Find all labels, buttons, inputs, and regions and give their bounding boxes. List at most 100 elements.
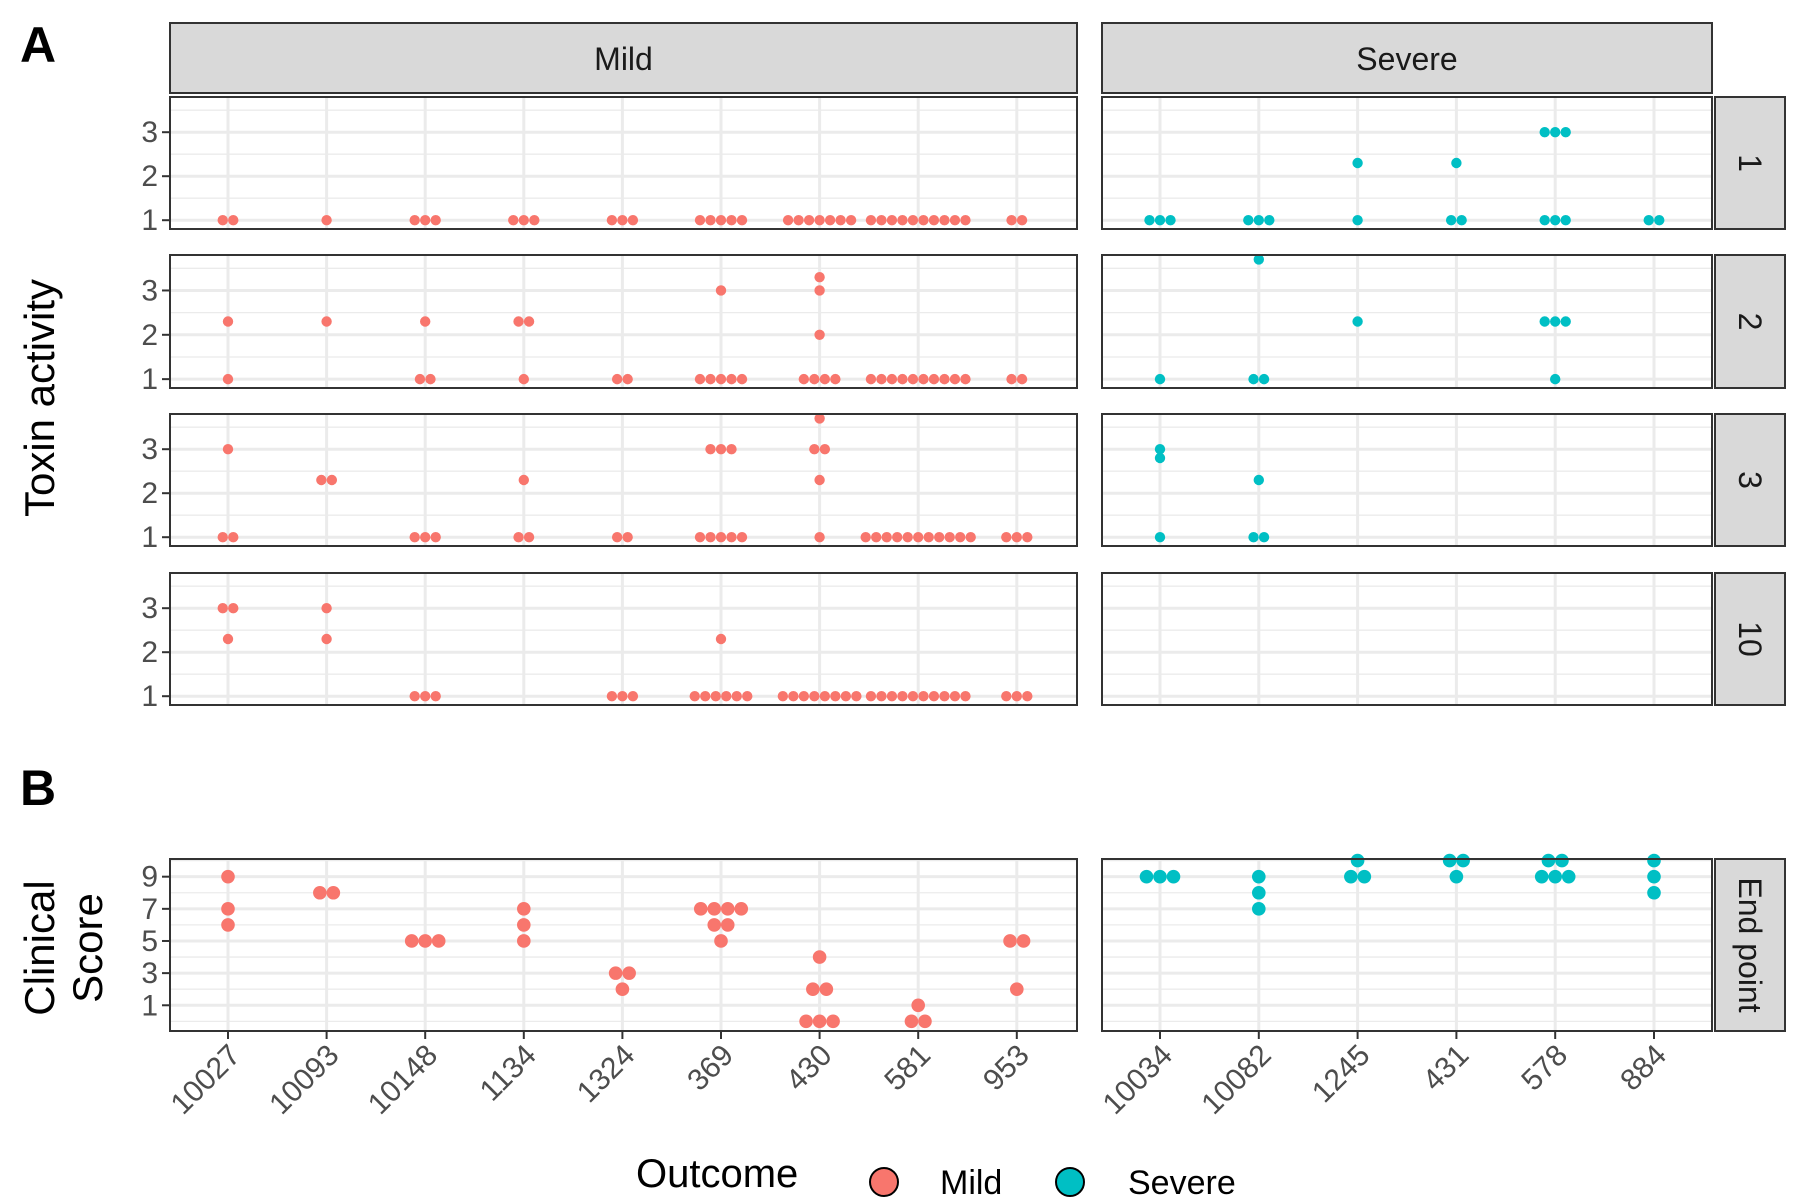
point-mild-581 (939, 373, 950, 385)
point-mild-430 (812, 1014, 827, 1029)
point-mild-581 (907, 215, 919, 226)
panel-border-a-2-mild (169, 254, 1078, 389)
point-mild-430 (814, 413, 825, 424)
point-severe-10034 (1154, 215, 1166, 226)
point-mild-369 (710, 691, 721, 702)
point-severe-431 (1456, 215, 1467, 226)
point-mild-1134 (529, 215, 540, 226)
point-mild-430 (819, 373, 831, 385)
point-mild-10027 (217, 532, 228, 543)
point-severe-10034 (1165, 215, 1176, 226)
point-mild-369 (736, 373, 748, 385)
point-mild-10148 (425, 373, 436, 385)
point-mild-369 (694, 215, 706, 226)
point-mild-430 (830, 373, 841, 385)
y-tick-label-b-mild: 3 (141, 957, 158, 990)
point-mild-10148 (430, 691, 441, 702)
point-mild-369 (715, 633, 727, 645)
point-mild-1324 (611, 373, 623, 385)
panel-bg-b-severe (1102, 859, 1712, 1031)
point-mild-10027 (217, 215, 228, 226)
point-mild-369 (736, 215, 748, 226)
point-mild-10093 (326, 885, 341, 900)
point-mild-581 (939, 691, 950, 702)
point-mild-953 (1011, 532, 1022, 543)
point-mild-369 (736, 532, 748, 543)
point-mild-430 (814, 215, 825, 226)
legend-key-severe (1055, 1167, 1085, 1197)
point-mild-953 (1003, 934, 1017, 948)
point-severe-10034 (1144, 215, 1155, 226)
point-mild-10027 (217, 603, 228, 614)
point-severe-884 (1647, 885, 1661, 900)
point-mild-369 (707, 918, 722, 932)
point-mild-581 (902, 532, 913, 543)
point-mild-430 (845, 215, 857, 226)
point-mild-369 (689, 691, 700, 702)
point-severe-1245 (1357, 869, 1372, 884)
point-mild-953 (1016, 373, 1028, 385)
point-severe-431 (1445, 215, 1457, 226)
point-mild-430 (799, 1014, 813, 1029)
point-mild-430 (777, 691, 789, 702)
point-severe-10034 (1154, 444, 1166, 455)
point-mild-1134 (518, 474, 529, 486)
point-mild-369 (694, 532, 706, 543)
panel-border-a-2-severe (1101, 254, 1713, 389)
panel-b-severe (1101, 853, 1713, 1032)
point-mild-581 (949, 691, 961, 702)
point-mild-430 (798, 691, 810, 702)
clinical-score-axis-title-line1: Clinical (16, 880, 63, 1015)
column-strip-mild (169, 22, 1078, 94)
x-tick-label-884: 884 (1614, 1039, 1673, 1098)
point-mild-10148 (430, 215, 441, 226)
point-mild-953 (1010, 982, 1024, 997)
point-mild-430 (812, 950, 827, 964)
point-mild-953 (1022, 532, 1033, 543)
row-strip-3 (1714, 413, 1786, 547)
y-tick-label-a-2-mild: 2 (141, 319, 158, 352)
panel-a-tag: A (20, 17, 56, 73)
point-mild-10148 (404, 934, 419, 948)
point-mild-10027 (221, 902, 235, 916)
point-mild-581 (907, 373, 919, 385)
point-mild-10148 (430, 532, 441, 543)
y-tick-label-a-1-mild: 1 (141, 204, 158, 237)
point-mild-430 (840, 691, 852, 702)
point-mild-369 (705, 444, 716, 455)
point-mild-10093 (313, 885, 327, 900)
panel-a-2-severe (1101, 254, 1713, 389)
point-mild-953 (1006, 215, 1017, 226)
point-mild-369 (715, 532, 727, 543)
clinical-score-axis-title-line2: Score (64, 893, 111, 1003)
point-mild-581 (928, 691, 940, 702)
point-mild-1134 (518, 215, 529, 226)
point-mild-581 (955, 532, 966, 543)
point-severe-578 (1534, 869, 1549, 884)
point-mild-369 (700, 691, 711, 702)
point-mild-581 (949, 373, 961, 385)
point-mild-369 (720, 918, 735, 932)
point-mild-369 (726, 215, 737, 226)
point-mild-10093 (326, 474, 338, 486)
point-severe-10034 (1154, 373, 1166, 385)
point-severe-10034 (1139, 869, 1154, 884)
y-tick-label-a-3-mild: 1 (141, 521, 158, 554)
x-tick-label-1245: 1245 (1306, 1039, 1377, 1110)
point-mild-10148 (420, 316, 431, 327)
point-severe-578 (1548, 869, 1562, 884)
point-mild-1324 (622, 373, 633, 385)
x-tick-label-369: 369 (681, 1039, 740, 1098)
point-mild-430 (819, 444, 831, 455)
point-mild-1134 (513, 532, 524, 543)
x-tick-label-581: 581 (878, 1039, 937, 1098)
point-mild-581 (928, 373, 940, 385)
point-severe-884 (1647, 869, 1661, 884)
point-mild-953 (1022, 691, 1033, 702)
point-mild-581 (907, 691, 919, 702)
y-tick-label-a-10-mild: 1 (141, 680, 158, 713)
point-mild-10148 (431, 934, 446, 948)
point-severe-578 (1555, 853, 1569, 868)
y-tick-label-b-mild: 9 (141, 861, 158, 894)
